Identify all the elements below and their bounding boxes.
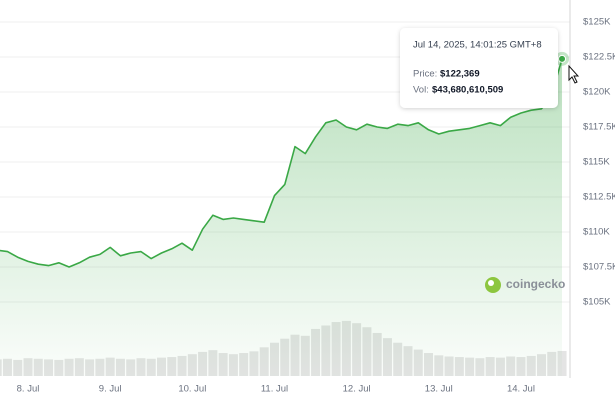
cursor <box>568 64 580 84</box>
tooltip-date: Jul 14, 2025, 14:01:25 GMT+8 <box>413 40 542 51</box>
watermark: coingecko <box>485 277 565 293</box>
tooltip-volume: $43,680,610,509 <box>432 85 503 96</box>
price-area <box>0 58 562 376</box>
y-tick-label: $110K <box>583 227 610 238</box>
watermark-text: coingecko <box>506 277 565 291</box>
y-tick-label: $105K <box>583 297 611 308</box>
tooltip-volume-label: Vol: <box>413 85 429 96</box>
x-tick-label: 11. Jul <box>261 384 288 395</box>
price-line <box>0 58 563 268</box>
hover-point <box>558 54 567 63</box>
y-tick-label: $122.5K <box>583 52 615 63</box>
x-tick-label: 14. Jul <box>507 384 535 395</box>
tooltip: Jul 14, 2025, 14:01:25 GMT+8 Price: $122… <box>400 28 558 108</box>
tooltip-box <box>400 28 558 108</box>
x-tick-label: 10. Jul <box>178 384 206 395</box>
watermark-logo-eye <box>488 280 494 286</box>
y-tick-label: $125K <box>583 17 611 28</box>
y-tick-label: $117.5K <box>583 122 615 133</box>
volume-bar <box>557 350 567 376</box>
y-tick-label: $107.5K <box>583 262 615 273</box>
y-tick-label: $112.5K <box>583 192 615 203</box>
x-tick-label: 12. Jul <box>343 384 371 395</box>
tooltip-price-label: Price: <box>413 69 437 80</box>
x-tick-label: 8. Jul <box>17 384 40 395</box>
y-tick-label: $115K <box>583 157 610 168</box>
x-tick-label: 9. Jul <box>99 384 122 395</box>
y-tick-label: $120K <box>583 87 611 98</box>
x-tick-label: 13. Jul <box>425 384 453 395</box>
tooltip-price: $122,369 <box>440 69 480 80</box>
